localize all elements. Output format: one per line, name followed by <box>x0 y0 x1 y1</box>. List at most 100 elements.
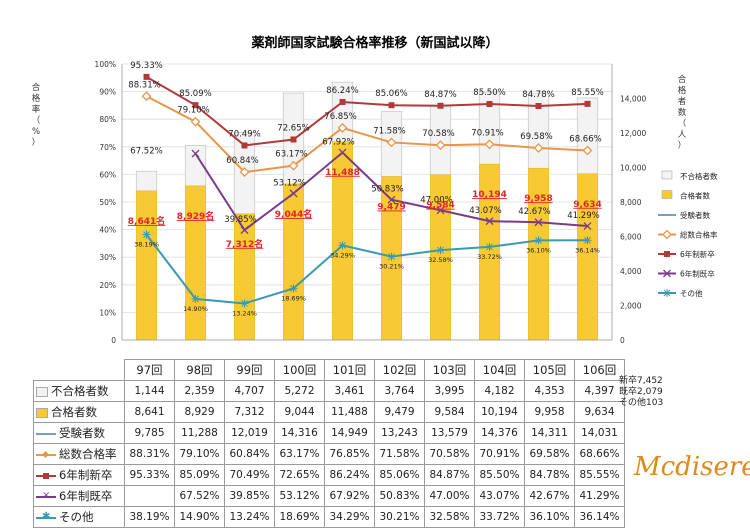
table-row: 受験者数 9,785 11,288 12,019 14,316 14,949 13,243 1… <box>33 422 625 444</box>
y-axis-title-right: （ <box>678 118 687 129</box>
table-cell: 13,579 <box>424 422 475 444</box>
series-line <box>145 233 588 305</box>
y-axis-title-right: ） <box>678 140 687 151</box>
series-label: 34.29% <box>330 251 355 259</box>
table-column-header: 100回 <box>274 359 325 381</box>
table-column-header: 105回 <box>524 359 575 381</box>
table-cell: 9,584 <box>424 401 475 423</box>
table-cell: 70.58% <box>424 443 475 465</box>
y-tick-right: 6,000 <box>620 233 642 242</box>
table-cell: 69.58% <box>524 443 575 465</box>
series-label: 39.85% <box>224 215 256 225</box>
series-label: 72.65% <box>277 123 309 133</box>
y-tick-right: 14,000 <box>620 95 646 104</box>
bar-passed <box>577 173 598 341</box>
table-cell: 68.66% <box>574 443 625 465</box>
series-label: 84.78% <box>522 90 554 100</box>
y-axis-title-right: 数 <box>678 107 687 118</box>
y-axis-title-left: 合 <box>32 82 41 93</box>
table-cell: 14,031 <box>574 422 625 444</box>
table-row-header: 受験者数 <box>33 422 125 444</box>
y-axis-title-left: 率 <box>32 104 41 115</box>
marker-square <box>486 101 493 108</box>
y-tick-right: 4,000 <box>620 267 642 276</box>
table-cell: 3,764 <box>374 380 425 402</box>
table-cell: 9,634 <box>574 401 625 423</box>
table-corner <box>33 359 125 381</box>
y-tick-left: 90% <box>99 88 116 97</box>
marker-diamond <box>533 143 544 153</box>
legend-label: 総数合格率 <box>680 230 718 240</box>
marker-star <box>663 289 671 297</box>
table-cell: 8,929 <box>174 401 225 423</box>
legend-label: 不合格者数 <box>680 171 718 181</box>
y-tick-right: 0 <box>620 336 625 345</box>
legend-key-icon <box>36 407 48 418</box>
table-column-header: 98回 <box>174 359 225 381</box>
table-cell: 1,144 <box>124 380 175 402</box>
table-column-header: 99回 <box>224 359 275 381</box>
series-label: 36.14% <box>575 246 600 254</box>
table-row-label: 不合格者数 <box>51 384 109 398</box>
table-cell: 11,488 <box>324 401 375 423</box>
table-cell: 72.65% <box>274 464 325 486</box>
marker-diamond <box>239 167 250 178</box>
table-cell: 11,288 <box>174 422 225 444</box>
marker-x <box>338 148 347 157</box>
legend-swatch <box>661 190 673 199</box>
table-cell: 14,949 <box>324 422 375 444</box>
table-row-label: 6年制新卒 <box>59 468 113 482</box>
series-label: 88.31% <box>128 80 160 90</box>
series-label: 85.06% <box>375 89 407 99</box>
table-cell: 71.58% <box>374 443 425 465</box>
table-cell: 2,359 <box>174 380 225 402</box>
bar-failed <box>429 105 452 175</box>
y-tick-left: 70% <box>99 143 116 152</box>
bar-value-label: 11,488 <box>325 168 360 178</box>
series-label: 60.84% <box>226 156 258 166</box>
bar-value-label: 10,194 <box>472 190 507 200</box>
marker-x <box>485 217 494 226</box>
series-line <box>146 95 588 174</box>
bar-passed <box>185 185 206 341</box>
marker-x <box>534 218 543 227</box>
series-label: 70.49% <box>228 129 260 139</box>
table-cell: 4,353 <box>524 380 575 402</box>
marker-x <box>191 149 200 158</box>
table-row-label: 総数合格率 <box>59 447 117 461</box>
table-row-header: 6年制既卒 <box>33 485 125 507</box>
series-label: 67.52% <box>130 147 162 157</box>
marker-star <box>240 299 249 308</box>
table-cell: 53.12% <box>274 485 325 507</box>
marker-diamond <box>435 140 446 151</box>
marker-x <box>387 195 396 204</box>
bar-value-label: 8,929名 <box>177 210 214 222</box>
table-row-header: 6年制新卒 <box>33 464 125 486</box>
series-label: 47.00% <box>420 195 452 205</box>
y-axis-title-right: 者 <box>678 97 687 107</box>
legend-label: その他 <box>680 288 703 298</box>
y-tick-left: 0 <box>111 336 116 345</box>
series-label: 85.50% <box>473 88 505 98</box>
table-row-header: 不合格者数 <box>33 380 125 402</box>
marker-star <box>338 241 347 250</box>
y-tick-right: 12,000 <box>620 129 646 138</box>
table-cell: 42.67% <box>524 485 575 507</box>
marker-star <box>583 236 592 245</box>
y-axis-title-left: % <box>32 127 40 137</box>
chart-title: 薬剤師国家試験合格率推移（新国試以降） <box>250 35 498 51</box>
table-cell: 70.49% <box>224 464 275 486</box>
table-cell: 32.58% <box>424 506 475 528</box>
series-label: 33.72% <box>477 253 502 261</box>
marker-diamond <box>386 137 397 148</box>
marker-square <box>388 102 395 109</box>
table-row-header: その他 <box>33 506 125 528</box>
legend-label: 6年制既卒 <box>680 269 715 279</box>
table-row: 6年制既卒 67.52%39.85%53.12%67.92%50.83%47.00… <box>33 485 625 507</box>
table-cell: 85.50% <box>474 464 525 486</box>
label-layer: 88.31% 79.10% 60.84% 63.17% 76.85% 71.58% 70.5… <box>128 61 604 318</box>
table-row-header: 総数合格率 <box>33 443 125 465</box>
series-label: 13.24% <box>232 309 257 317</box>
table-column-header: 106回 <box>574 359 625 381</box>
bar-value-label: 9,634 <box>573 200 601 210</box>
